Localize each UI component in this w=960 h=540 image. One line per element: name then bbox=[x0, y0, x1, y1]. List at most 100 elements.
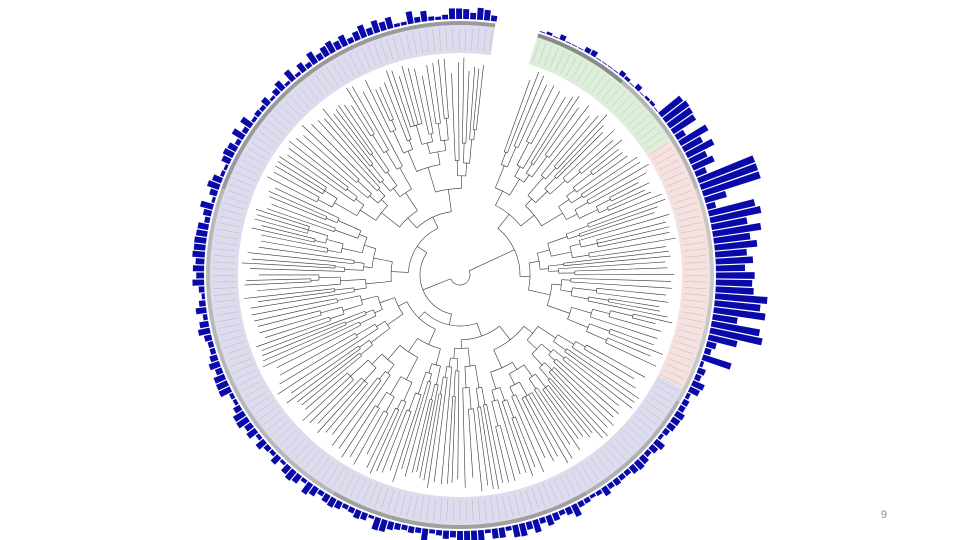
outer-bar bbox=[332, 40, 342, 51]
tree-branch bbox=[560, 279, 562, 291]
tree-branch bbox=[381, 353, 395, 365]
tree-branch bbox=[556, 159, 566, 170]
tree-branch bbox=[379, 297, 395, 304]
outer-bar bbox=[333, 499, 343, 510]
outer-bar bbox=[271, 87, 281, 97]
tree-branch bbox=[589, 309, 593, 318]
tree-branch bbox=[499, 325, 511, 340]
leaf-label bbox=[683, 248, 706, 252]
leaf-label bbox=[321, 461, 335, 480]
outer-bar bbox=[300, 477, 308, 484]
tree-branch bbox=[277, 161, 325, 191]
tree-branch bbox=[344, 104, 382, 160]
tree-branch bbox=[590, 316, 615, 326]
tree-branch bbox=[606, 288, 667, 296]
outer-bar bbox=[194, 236, 207, 244]
tree-branch bbox=[381, 212, 400, 228]
tree-branch bbox=[378, 189, 386, 197]
outer-bar bbox=[677, 404, 686, 413]
tree-branch bbox=[603, 303, 668, 318]
outer-bar bbox=[279, 458, 287, 466]
tree-branch bbox=[468, 387, 472, 410]
tree-branch bbox=[334, 202, 358, 216]
outer-bar bbox=[321, 492, 331, 503]
outer-bar bbox=[346, 36, 355, 45]
outer-bar bbox=[518, 522, 528, 537]
outer-bar bbox=[661, 427, 671, 436]
tree-branch bbox=[542, 389, 579, 439]
tree-branch bbox=[359, 234, 368, 238]
tree-branch bbox=[327, 270, 345, 272]
annotation-ring-segment bbox=[537, 33, 624, 84]
tree-branch bbox=[469, 139, 472, 164]
tree-branch bbox=[259, 314, 322, 334]
tree-branch bbox=[332, 377, 378, 435]
tree-branch bbox=[325, 383, 368, 433]
outer-bar bbox=[319, 45, 330, 58]
outer-bar bbox=[476, 7, 484, 21]
leaf-label bbox=[368, 483, 377, 505]
tree-branch bbox=[537, 249, 550, 254]
tree-branch bbox=[597, 226, 670, 244]
leaf-label bbox=[433, 498, 436, 521]
outer-bar bbox=[236, 416, 250, 429]
tree-branch bbox=[526, 172, 533, 178]
leaf-label bbox=[217, 317, 240, 323]
tree-branch bbox=[525, 205, 542, 226]
outer-bar bbox=[696, 367, 706, 376]
outer-bar bbox=[714, 293, 768, 305]
outer-bar bbox=[378, 518, 388, 533]
outer-bar bbox=[365, 27, 374, 37]
tree-branch bbox=[262, 330, 341, 368]
outer-bar bbox=[707, 334, 738, 348]
tree-branch bbox=[341, 310, 366, 321]
tree-branch bbox=[429, 150, 446, 154]
tree-branch bbox=[367, 359, 377, 369]
outer-bar bbox=[678, 124, 709, 147]
tree-branch bbox=[448, 314, 452, 325]
tree-branch bbox=[375, 89, 391, 122]
outer-bar bbox=[435, 16, 442, 21]
tree-branch bbox=[535, 191, 548, 203]
outer-bar bbox=[308, 485, 319, 497]
tree-branch bbox=[327, 298, 337, 301]
tree-branch bbox=[255, 208, 310, 227]
tree-branch bbox=[440, 376, 444, 395]
tree-branch bbox=[404, 122, 412, 140]
tree-branch bbox=[470, 66, 476, 125]
tree-branch bbox=[359, 315, 377, 324]
leaf-label bbox=[241, 380, 262, 392]
leaf-label bbox=[565, 57, 577, 77]
leaf-label bbox=[453, 499, 455, 522]
tree-branch bbox=[440, 139, 449, 142]
leaf-label bbox=[678, 329, 700, 336]
tree-branch bbox=[385, 151, 398, 170]
tree-branch bbox=[332, 283, 341, 286]
tree-branch bbox=[545, 387, 584, 437]
tree-branch bbox=[374, 309, 383, 314]
tree-branch bbox=[586, 344, 646, 378]
tree-branch bbox=[360, 191, 368, 199]
leaf-label bbox=[627, 425, 644, 441]
leaf-label bbox=[315, 457, 330, 476]
tree-branch bbox=[567, 234, 580, 240]
annotation-ring-segment bbox=[333, 491, 587, 529]
leaf-label bbox=[554, 51, 565, 72]
tree-branch bbox=[333, 291, 355, 296]
tree-branch bbox=[416, 245, 427, 253]
tree-branch bbox=[526, 84, 547, 130]
outer-bar bbox=[306, 51, 319, 66]
tree-branch bbox=[387, 313, 404, 326]
tree-branch bbox=[432, 62, 441, 124]
tree-branch bbox=[560, 289, 572, 293]
tree-branch bbox=[576, 177, 598, 193]
tree-branch bbox=[344, 194, 355, 202]
tree-branch bbox=[277, 337, 365, 395]
tree-branch bbox=[324, 118, 374, 176]
leaf-label bbox=[591, 74, 605, 93]
tree-branch bbox=[408, 140, 413, 150]
tree-branch bbox=[513, 134, 520, 147]
outer-bar bbox=[304, 61, 313, 70]
tree-branch bbox=[401, 399, 407, 403]
tree-branch bbox=[317, 120, 364, 170]
